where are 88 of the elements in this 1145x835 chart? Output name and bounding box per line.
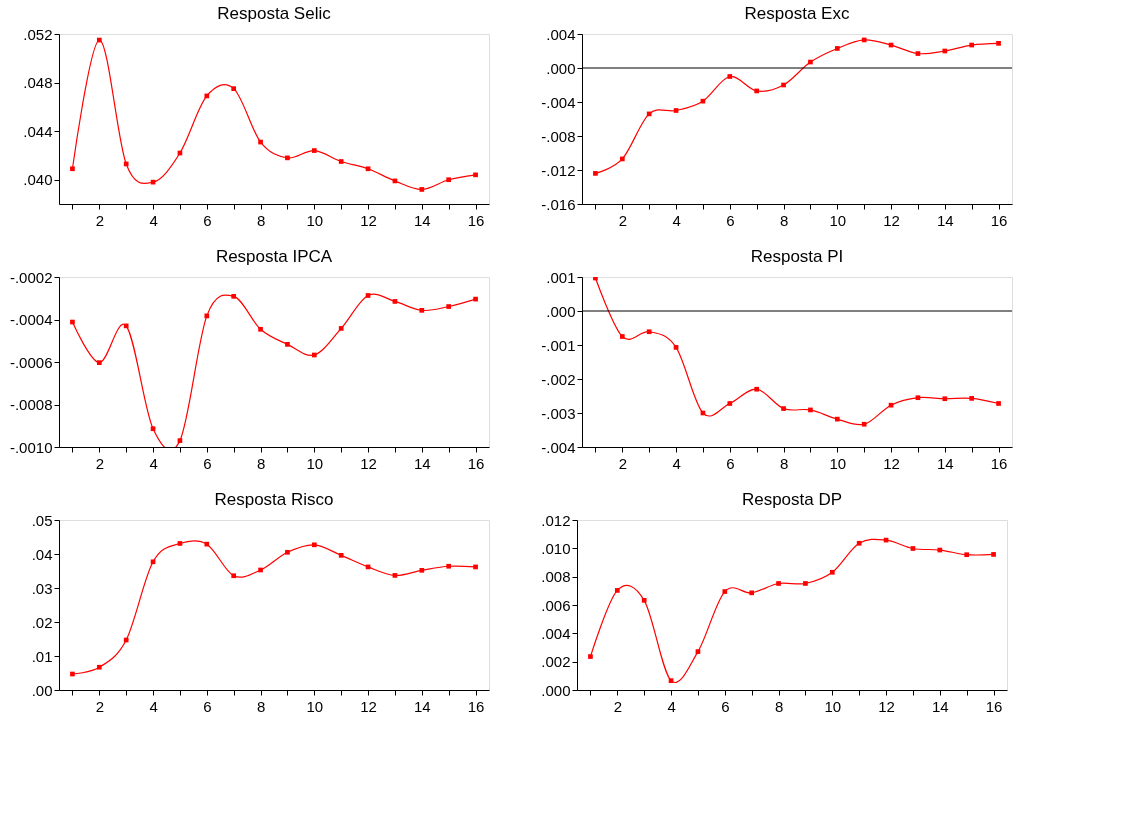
x-tick-label: 14 [931, 697, 949, 715]
chart-title: Resposta Exc [744, 4, 850, 23]
y-tick-label: .010 [541, 539, 571, 557]
x-tick-label: 8 [779, 454, 789, 472]
x-tick-label: 6 [203, 697, 212, 715]
x-tick-label: 4 [149, 454, 158, 472]
x-tick-label: 4 [149, 211, 158, 229]
y-tick-label: .002 [541, 653, 571, 671]
x-tick-label: 10 [829, 211, 847, 229]
x-tick-label: 4 [672, 211, 681, 229]
y-tick-label: -.0010 [9, 438, 53, 456]
y-tick-label: -.016 [541, 195, 576, 213]
x-tick-label: 14 [413, 211, 431, 229]
x-tick-label: 12 [360, 211, 377, 229]
x-tick-label: 2 [95, 697, 104, 715]
x-tick-label: 16 [990, 454, 1008, 472]
y-tick-label: .04 [31, 545, 53, 563]
x-tick-label: 16 [467, 211, 485, 229]
x-tick-label: 8 [779, 211, 789, 229]
chart-title: Resposta IPCA [215, 247, 333, 266]
x-tick-label: 2 [613, 697, 622, 715]
y-tick-label: .052 [23, 25, 53, 43]
x-tick-label: 14 [413, 697, 431, 715]
y-tick-label: .03 [31, 579, 53, 597]
x-tick-label: 16 [467, 454, 485, 472]
x-tick-label: 6 [726, 211, 735, 229]
x-tick-label: 6 [203, 211, 212, 229]
x-tick-label: 12 [883, 454, 900, 472]
y-tick-label: .000 [541, 681, 571, 699]
x-tick-label: 14 [936, 211, 954, 229]
x-tick-label: 12 [360, 697, 377, 715]
chart-title: Resposta Selic [217, 4, 332, 23]
y-tick-label: .000 [546, 302, 576, 320]
y-tick-label: .01 [31, 647, 53, 665]
y-tick-label: .001 [546, 268, 576, 286]
x-tick-label: 12 [360, 454, 377, 472]
y-tick-label: .004 [546, 25, 576, 43]
x-tick-label: 6 [203, 454, 212, 472]
x-tick-label: 16 [985, 697, 1003, 715]
y-tick-label: .044 [23, 122, 53, 140]
x-tick-label: 4 [672, 454, 681, 472]
y-tick-label: -.0006 [9, 353, 53, 371]
chart-title: Resposta Risco [214, 490, 334, 509]
x-tick-label: 8 [256, 211, 266, 229]
chart-title: Resposta DP [741, 490, 843, 509]
x-tick-label: 12 [878, 697, 895, 715]
y-tick-label: -.004 [541, 93, 576, 111]
y-tick-label: .012 [541, 511, 571, 529]
y-tick-label: .02 [31, 613, 53, 631]
y-tick-label: .048 [23, 74, 53, 92]
x-tick-label: 4 [667, 697, 676, 715]
x-tick-label: 2 [618, 211, 627, 229]
x-tick-label: 2 [95, 454, 104, 472]
x-tick-label: 8 [256, 454, 266, 472]
x-tick-label: 10 [829, 454, 847, 472]
x-tick-label: 14 [413, 454, 431, 472]
x-tick-label: 8 [256, 697, 266, 715]
y-tick-label: -.0004 [9, 311, 53, 328]
y-tick-label: .00 [31, 681, 53, 699]
y-tick-label: .000 [546, 59, 576, 77]
y-tick-label: -.0002 [9, 268, 53, 286]
y-tick-label: .05 [31, 511, 53, 529]
y-tick-label: -.002 [541, 370, 576, 388]
y-tick-label: .008 [541, 568, 571, 586]
y-tick-label: -.004 [541, 438, 576, 456]
y-tick-label: .040 [23, 171, 53, 189]
x-tick-label: 10 [824, 697, 842, 715]
y-tick-label: -.0008 [9, 396, 53, 413]
x-tick-label: 16 [467, 697, 485, 715]
y-tick-label: -.012 [541, 161, 576, 179]
x-tick-label: 8 [774, 697, 784, 715]
x-tick-label: 14 [936, 454, 954, 472]
x-tick-label: 16 [990, 211, 1008, 229]
y-tick-label: -.003 [541, 404, 576, 422]
x-tick-label: 4 [149, 697, 158, 715]
x-tick-label: 10 [306, 454, 324, 472]
x-tick-label: 10 [306, 211, 324, 229]
y-tick-label: -.008 [541, 127, 576, 145]
x-tick-label: 10 [306, 697, 324, 715]
x-tick-label: 6 [721, 697, 730, 715]
x-tick-label: 2 [95, 211, 104, 229]
x-tick-label: 6 [726, 454, 735, 472]
y-tick-label: -.001 [541, 336, 576, 354]
x-tick-label: 12 [883, 211, 900, 229]
y-tick-label: .004 [541, 624, 571, 642]
chart-title: Resposta PI [750, 247, 844, 266]
x-tick-label: 2 [618, 454, 627, 472]
y-tick-label: .006 [541, 596, 571, 614]
